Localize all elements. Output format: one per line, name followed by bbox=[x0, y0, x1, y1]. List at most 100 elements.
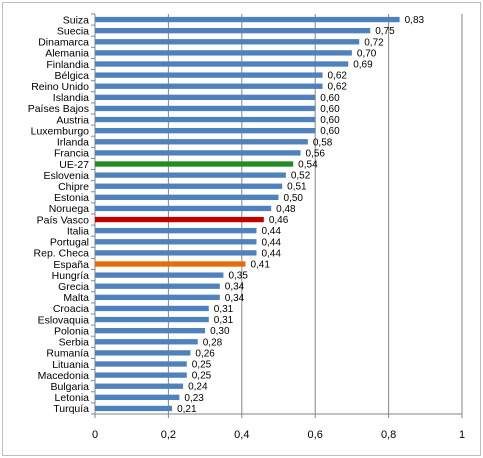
category-label: Alemania bbox=[45, 48, 89, 60]
category-label: Bulgaria bbox=[50, 381, 89, 393]
category-label: Suiza bbox=[63, 14, 89, 26]
category-label: Países Bajos bbox=[28, 103, 89, 115]
bar bbox=[95, 194, 279, 200]
bar bbox=[95, 383, 184, 389]
bar bbox=[95, 39, 360, 45]
category-label: Noruega bbox=[49, 203, 89, 215]
category-label: España bbox=[53, 259, 89, 271]
data-label: 0,72 bbox=[364, 37, 384, 48]
data-label: 0,60 bbox=[320, 115, 340, 126]
category-label: Polonia bbox=[54, 325, 89, 337]
bar bbox=[95, 216, 264, 223]
x-tick-label: 0,8 bbox=[381, 429, 396, 441]
data-label: 0,62 bbox=[328, 82, 348, 93]
category-label: Croacia bbox=[53, 303, 89, 315]
category-label: UE-27 bbox=[59, 159, 89, 171]
bar bbox=[95, 350, 191, 356]
data-label: 0,60 bbox=[320, 126, 340, 137]
bar bbox=[95, 294, 220, 300]
bar bbox=[95, 372, 187, 378]
bar bbox=[95, 394, 180, 400]
x-tick-label: 0,6 bbox=[308, 429, 323, 441]
bar bbox=[95, 250, 257, 256]
category-label: Dinamarca bbox=[38, 37, 89, 49]
bar bbox=[95, 128, 316, 134]
data-label: 0,26 bbox=[195, 348, 215, 359]
category-label: Turquía bbox=[53, 403, 89, 415]
bar bbox=[95, 405, 173, 412]
category-label: Eslovenia bbox=[43, 170, 89, 182]
bar bbox=[95, 361, 187, 367]
category-label: Hungría bbox=[52, 270, 90, 282]
bar bbox=[95, 28, 371, 34]
category-label: Letonia bbox=[55, 392, 90, 404]
category-label: Macedonia bbox=[38, 370, 90, 382]
category-label: Suecia bbox=[57, 25, 89, 37]
bar bbox=[95, 139, 308, 145]
data-label: 0,60 bbox=[320, 104, 340, 115]
data-label: 0,44 bbox=[261, 226, 281, 237]
data-label: 0,30 bbox=[210, 326, 230, 337]
x-tick-label: 0,4 bbox=[234, 429, 249, 441]
category-label: Rep. Checa bbox=[34, 248, 90, 260]
data-label: 0,31 bbox=[214, 315, 234, 326]
data-label: 0,50 bbox=[284, 193, 304, 204]
data-label: 0,48 bbox=[276, 204, 296, 215]
bar bbox=[95, 116, 316, 123]
category-label: Grecia bbox=[58, 281, 89, 293]
bar bbox=[95, 272, 224, 278]
bar bbox=[95, 50, 352, 56]
category-label: Rumanía bbox=[46, 348, 89, 360]
bar bbox=[95, 161, 294, 167]
category-label: Bélgica bbox=[55, 70, 90, 82]
data-label: 0,34 bbox=[225, 282, 245, 293]
x-tick-label: 0,2 bbox=[161, 429, 176, 441]
data-label: 0,52 bbox=[291, 171, 311, 182]
bar bbox=[95, 316, 209, 323]
category-label: Portugal bbox=[50, 237, 89, 249]
data-label: 0,44 bbox=[261, 237, 281, 248]
category-label: Reino Unido bbox=[31, 81, 89, 93]
data-label: 0,70 bbox=[357, 48, 377, 59]
x-tick-label: 0 bbox=[92, 429, 98, 441]
category-label: País Vasco bbox=[37, 214, 89, 226]
data-label: 0,51 bbox=[287, 182, 307, 193]
data-label: 0,21 bbox=[177, 404, 197, 415]
bar bbox=[95, 328, 206, 334]
category-label: Austria bbox=[56, 114, 89, 126]
data-label: 0,28 bbox=[203, 337, 223, 348]
bar bbox=[95, 283, 220, 289]
bar bbox=[95, 183, 283, 189]
data-label: 0,23 bbox=[184, 393, 204, 404]
data-label: 0,41 bbox=[250, 260, 270, 271]
category-label: Eslovaquia bbox=[38, 314, 90, 326]
data-label: 0,34 bbox=[225, 293, 245, 304]
data-label: 0,75 bbox=[375, 26, 395, 37]
bar bbox=[95, 172, 286, 178]
category-label: Lituania bbox=[52, 359, 89, 371]
data-label: 0,56 bbox=[306, 148, 326, 159]
bar bbox=[95, 16, 400, 23]
data-label: 0,62 bbox=[328, 71, 348, 82]
bar bbox=[95, 228, 257, 234]
category-label: Francia bbox=[54, 148, 89, 160]
category-label: Italia bbox=[67, 225, 89, 237]
data-label: 0,25 bbox=[192, 360, 212, 371]
bar bbox=[95, 83, 323, 89]
data-label: 0,31 bbox=[214, 304, 234, 315]
bar bbox=[95, 305, 209, 312]
category-label: Islandia bbox=[53, 92, 89, 104]
data-label: 0,69 bbox=[353, 60, 373, 71]
bar bbox=[95, 205, 272, 212]
bar bbox=[95, 105, 316, 112]
category-label: Malta bbox=[63, 292, 89, 304]
category-label: Irlanda bbox=[57, 137, 89, 149]
data-label: 0,60 bbox=[320, 93, 340, 104]
data-label: 0,83 bbox=[405, 15, 425, 26]
data-label: 0,58 bbox=[313, 137, 333, 148]
bar bbox=[95, 339, 198, 345]
category-label: Estonia bbox=[54, 192, 89, 204]
data-label: 0,25 bbox=[192, 371, 212, 382]
category-label: Chipre bbox=[58, 181, 89, 193]
